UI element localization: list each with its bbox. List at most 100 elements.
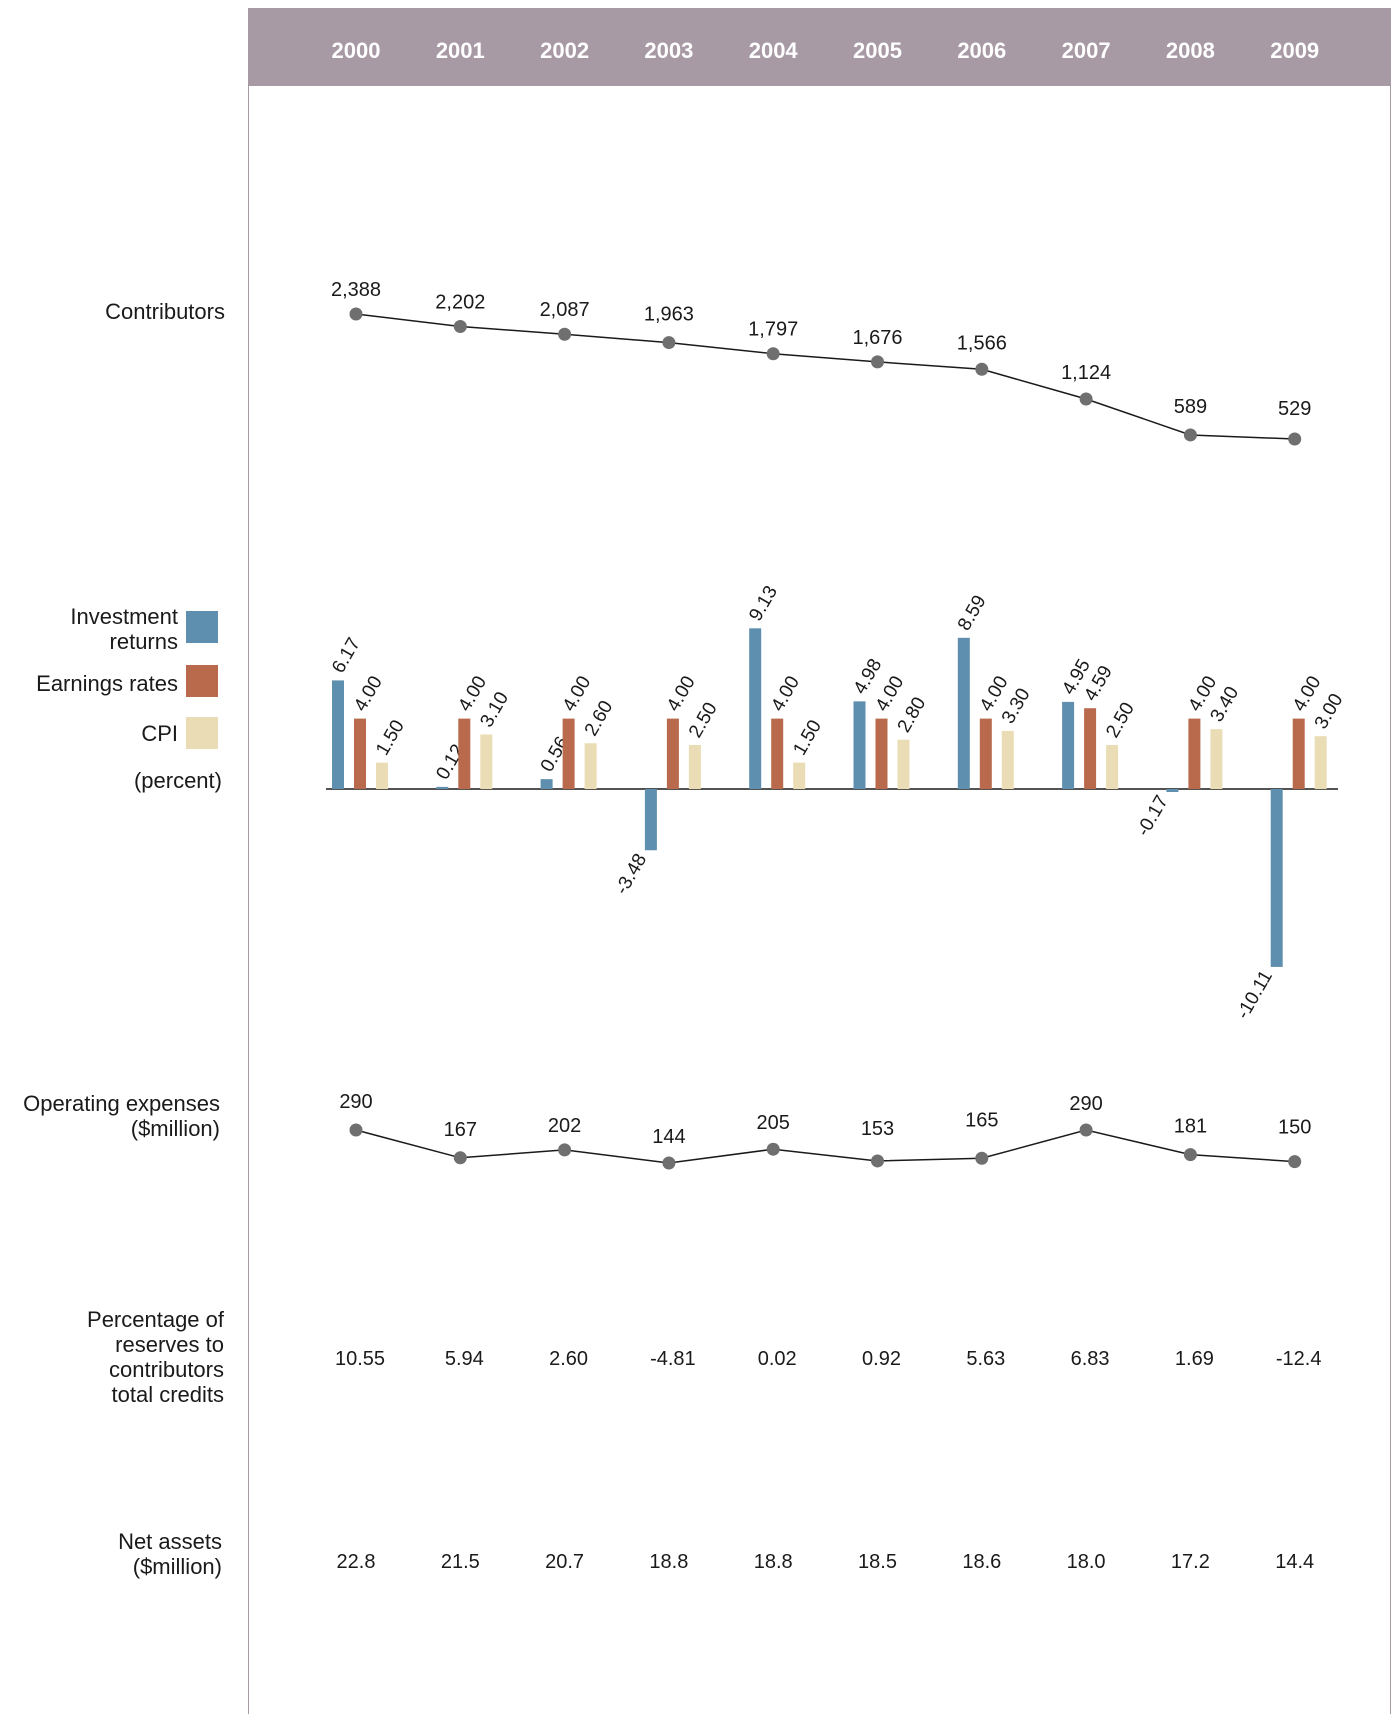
contributors-label-2005: 1,676 (852, 327, 902, 349)
contributors-label: Contributors (105, 299, 225, 324)
contributors-label-2000: 2,388 (331, 279, 381, 301)
reserves-value-2009: -12.4 (1276, 1348, 1322, 1370)
opex-point-2000 (349, 1123, 363, 1137)
opex-label-2005: 153 (861, 1118, 894, 1140)
contributors-label-2004: 1,797 (748, 319, 798, 341)
opex-point-2004 (766, 1142, 780, 1156)
earnings-bar-2006 (979, 718, 992, 789)
opex-point-2005 (871, 1154, 884, 1168)
year-header-2009: 2009 (1270, 38, 1319, 63)
opex-label-2001: 167 (444, 1119, 477, 1141)
year-header-2006: 2006 (957, 38, 1006, 63)
cpi-bar-2004 (793, 762, 806, 789)
investment-bar-2001 (436, 786, 449, 789)
year-header-2005: 2005 (853, 38, 902, 63)
earnings-bar-2008 (1188, 718, 1201, 789)
year-header-2003: 2003 (644, 38, 693, 63)
opex-line (355, 1129, 1295, 1164)
earnings-bar-2001 (458, 718, 471, 789)
netassets-value-2005: 18.5 (858, 1551, 897, 1573)
year-header-2007: 2007 (1062, 38, 1111, 63)
netassets-value-2006: 18.6 (962, 1551, 1001, 1573)
contributors-label-2008: 589 (1174, 396, 1207, 418)
netassets-value-2001: 21.5 (441, 1551, 480, 1573)
contributors-point-2002 (558, 327, 572, 341)
reserves-value-2008: 1.69 (1175, 1348, 1214, 1370)
investment-value-2006: 8.59 (954, 592, 991, 635)
cpi-bar-2007 (1106, 745, 1119, 789)
opex-label-2000: 290 (339, 1091, 372, 1113)
contributors-label-2001: 2,202 (435, 292, 485, 314)
earnings-bar-2004 (771, 718, 784, 789)
investment-bar-2003 (644, 789, 657, 851)
netassets-value-2008: 17.2 (1171, 1551, 1210, 1573)
earnings-value-2000: 4.00 (350, 673, 387, 716)
opex-label-2007: 290 (1069, 1093, 1102, 1115)
year-header-2008: 2008 (1166, 38, 1215, 63)
investment-bar-2005 (853, 701, 866, 789)
contributors-point-2009 (1288, 432, 1302, 446)
reserves-label: Percentage of reserves to contributors tot… (87, 1307, 224, 1407)
reserves-value-2004: 0.02 (758, 1348, 797, 1370)
opex-point-2008 (1183, 1148, 1197, 1162)
netassets-value-2003: 18.8 (649, 1551, 688, 1573)
contributors-label-2003: 1,963 (644, 304, 694, 326)
contributors-line (355, 313, 1295, 440)
investment-bar-2004 (749, 628, 762, 789)
earnings-value-2004: 4.00 (767, 673, 804, 716)
cpi-bar-2008 (1210, 729, 1223, 789)
opex-label: Operating expenses ($million) (23, 1091, 220, 1141)
netassets-label: Net assets ($million) (118, 1529, 222, 1579)
investment-bar-2000 (332, 680, 344, 789)
contributors-point-2007 (1079, 392, 1093, 406)
investment-legend-label: Investment returns (70, 604, 178, 654)
earnings-value-2002: 4.00 (559, 673, 596, 716)
netassets-value-2007: 18.0 (1067, 1551, 1106, 1573)
year-header-2004: 2004 (749, 38, 799, 63)
reserves-value-2000: 10.55 (335, 1348, 385, 1370)
opex-point-2003 (662, 1156, 676, 1170)
reserves-value-2003: -4.81 (650, 1348, 696, 1370)
opex-label-2008: 181 (1174, 1116, 1207, 1138)
contributors-label-2007: 1,124 (1061, 362, 1111, 384)
investment-bar-2002 (540, 779, 553, 789)
contributors-point-2000 (349, 307, 363, 321)
contributors-point-2003 (662, 336, 676, 350)
cpi-legend-swatch (186, 717, 218, 749)
opex-label-2004: 205 (757, 1112, 790, 1134)
opex-label-2003: 144 (652, 1126, 685, 1148)
reserves-value-2002: 2.60 (549, 1348, 588, 1370)
cpi-bar-2001 (480, 734, 493, 789)
contributors-point-2004 (766, 347, 780, 361)
contributors-label-2009: 529 (1278, 398, 1311, 420)
contributors-point-2006 (975, 362, 989, 376)
opex-point-2009 (1288, 1155, 1302, 1169)
cpi-value-2000: 1.50 (372, 717, 409, 760)
earnings-bar-2002 (562, 718, 575, 789)
cpi-bar-2000 (376, 762, 388, 789)
contributors-point-2005 (871, 355, 884, 369)
opex-label-2006: 165 (965, 1109, 998, 1131)
opex-label-2009: 150 (1278, 1117, 1311, 1139)
cpi-bar-2002 (584, 743, 597, 789)
earnings-bar-2000 (354, 718, 366, 789)
investment-bar-2006 (957, 637, 970, 789)
contributors-point-2001 (453, 320, 467, 334)
opex-point-2006 (975, 1151, 989, 1165)
earnings-legend-swatch (186, 665, 218, 697)
investment-legend-swatch (186, 611, 218, 643)
investment-value-2003: -3.48 (611, 850, 651, 898)
opex-point-2001 (453, 1151, 467, 1165)
opex-point-2002 (558, 1143, 572, 1157)
contributors-label-2006: 1,566 (957, 332, 1007, 354)
year-header-2002: 2002 (540, 38, 589, 63)
earnings-bar-2005 (875, 718, 888, 789)
investment-bar-2007 (1062, 701, 1075, 789)
netassets-value-2004: 18.8 (754, 1551, 793, 1573)
cpi-value-2004: 1.50 (789, 717, 826, 760)
netassets-value-2009: 14.4 (1275, 1551, 1314, 1573)
earnings-bar-2003 (666, 718, 679, 789)
investment-value-2004: 9.13 (745, 582, 782, 625)
opex-label-2002: 202 (548, 1115, 581, 1137)
